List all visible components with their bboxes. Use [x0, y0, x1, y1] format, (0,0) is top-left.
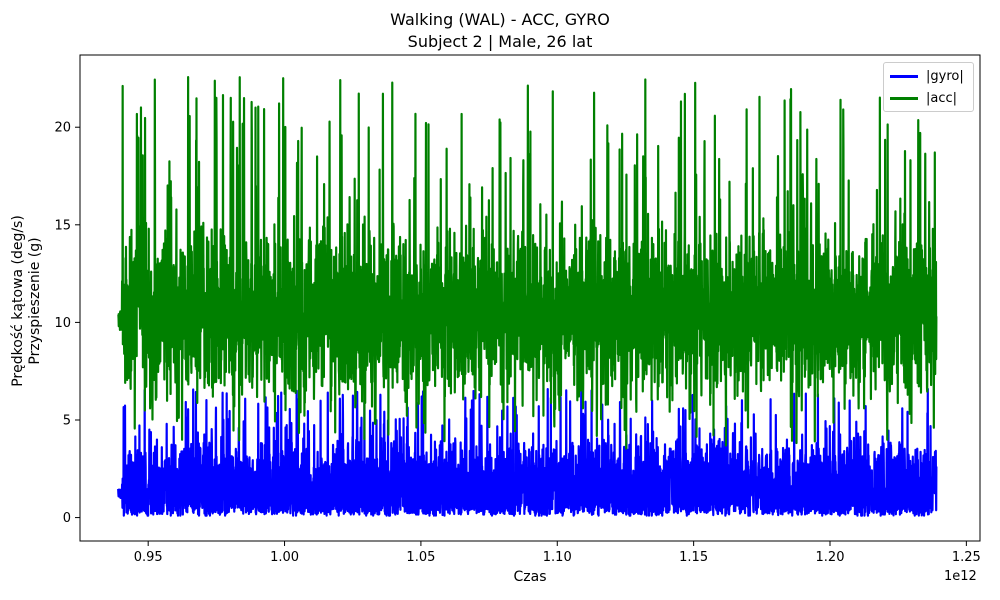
x-tick-label: 1.20 [816, 550, 845, 565]
y-axis-label: Prędkość kątowa (deg/s) Przyspieszenie (… [10, 215, 44, 387]
x-tick-label: 0.95 [134, 550, 163, 565]
plot-lines [117, 76, 938, 517]
y-tick-label: 10 [54, 316, 71, 331]
x-axis-label: Czas [513, 569, 547, 585]
x-tick-label: 1.00 [270, 550, 299, 565]
legend-label-gyro: |gyro| [926, 68, 964, 84]
y-tick-label: 5 [63, 413, 71, 428]
y-axis-ticks: 0 5 10 15 20 [54, 121, 80, 526]
x-tick-label: 1.15 [679, 550, 708, 565]
legend-item-acc: |acc| [890, 89, 957, 107]
x-axis-ticks: 0.95 1.00 1.05 1.10 1.15 1.20 1.25 [134, 541, 981, 565]
x-tick-label: 1.10 [543, 550, 572, 565]
y-tick-label: 0 [63, 511, 71, 526]
y-tick-label: 15 [54, 218, 71, 233]
legend-label-acc: |acc| [926, 90, 958, 106]
series-line-acc [117, 76, 938, 450]
series-line-gyro [117, 387, 938, 517]
x-tick-label: 1.05 [406, 550, 435, 565]
y-tick-label: 20 [54, 121, 71, 136]
legend-swatch-gyro [890, 74, 918, 78]
legend-item-gyro: |gyro| [890, 67, 964, 85]
chart-title: Walking (WAL) - ACC, GYRO [390, 10, 610, 29]
chart-subtitle: Subject 2 | Male, 26 lat [407, 32, 593, 51]
x-tick-label: 1.25 [952, 550, 981, 565]
x-axis-offset-label: 1e12 [944, 569, 977, 584]
y-axis-label-line-2: Przyspieszenie (g) [26, 237, 43, 365]
legend: |gyro| |acc| [883, 62, 974, 112]
y-axis-label-line-1: Prędkość kątowa (deg/s) [9, 215, 26, 387]
axes-frame [79, 54, 981, 542]
legend-swatch-acc [890, 96, 918, 100]
